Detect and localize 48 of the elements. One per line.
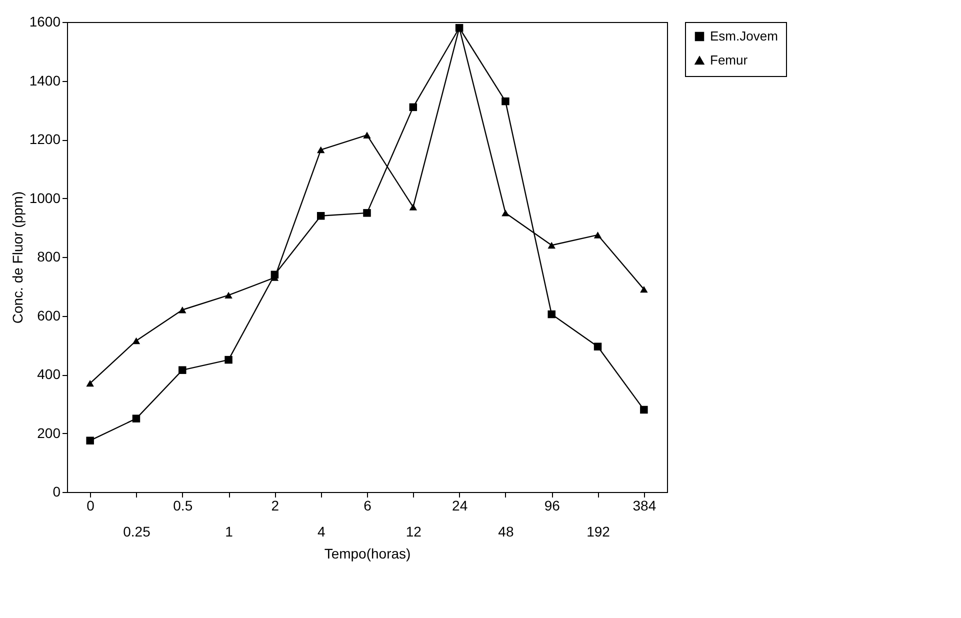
point — [594, 342, 602, 350]
y-tick-label: 0 — [52, 484, 61, 500]
y-tick-label: 1600 — [29, 14, 61, 30]
y-tick-label: 1400 — [29, 72, 61, 88]
point — [502, 97, 510, 106]
y-tick-label: 200 — [37, 424, 61, 441]
y-tick-label: 1000 — [29, 190, 61, 206]
x-tick-label: 0.25 — [123, 524, 151, 540]
point — [409, 103, 418, 112]
x-tick-label: 4 — [317, 524, 326, 540]
x-tick-label: 24 — [452, 498, 468, 514]
legend-label: Esm.Jovem — [710, 28, 778, 44]
x-tick-label: 48 — [498, 524, 514, 540]
y-tick-label: 600 — [37, 307, 61, 324]
point — [86, 380, 94, 387]
point — [178, 366, 186, 374]
point — [548, 242, 556, 249]
x-tick-label: 96 — [544, 498, 560, 514]
point — [224, 292, 232, 299]
legend-label: Femur — [710, 52, 748, 68]
point — [363, 209, 371, 217]
x-tick-label: 2 — [271, 498, 280, 514]
y-axis-title: Conc. de Fluor (ppm) — [9, 191, 26, 324]
y-tick-label: 1200 — [29, 131, 61, 147]
point — [178, 306, 186, 314]
point — [316, 146, 325, 154]
point — [363, 132, 371, 138]
x-tick-label: 0.5 — [173, 498, 193, 514]
x-tick-label: 12 — [406, 524, 422, 540]
y-tick-label: 800 — [37, 248, 61, 264]
point — [594, 232, 602, 238]
x-tick-label: 1 — [225, 524, 234, 540]
point — [132, 414, 140, 422]
x-tick-label: 0 — [86, 498, 95, 514]
point — [132, 337, 140, 344]
point — [640, 286, 648, 293]
point — [224, 356, 232, 364]
x-tick-label: 384 — [632, 498, 656, 514]
x-axis-title: Tempo(horas) — [324, 546, 411, 562]
x-tick-label: 6 — [364, 498, 372, 514]
point — [409, 204, 418, 210]
x-tick-label: 192 — [586, 524, 610, 540]
point — [316, 212, 325, 220]
point — [86, 436, 94, 444]
point — [502, 210, 510, 216]
point — [640, 406, 648, 414]
y-tick-label: 400 — [37, 366, 61, 382]
point — [548, 310, 556, 318]
